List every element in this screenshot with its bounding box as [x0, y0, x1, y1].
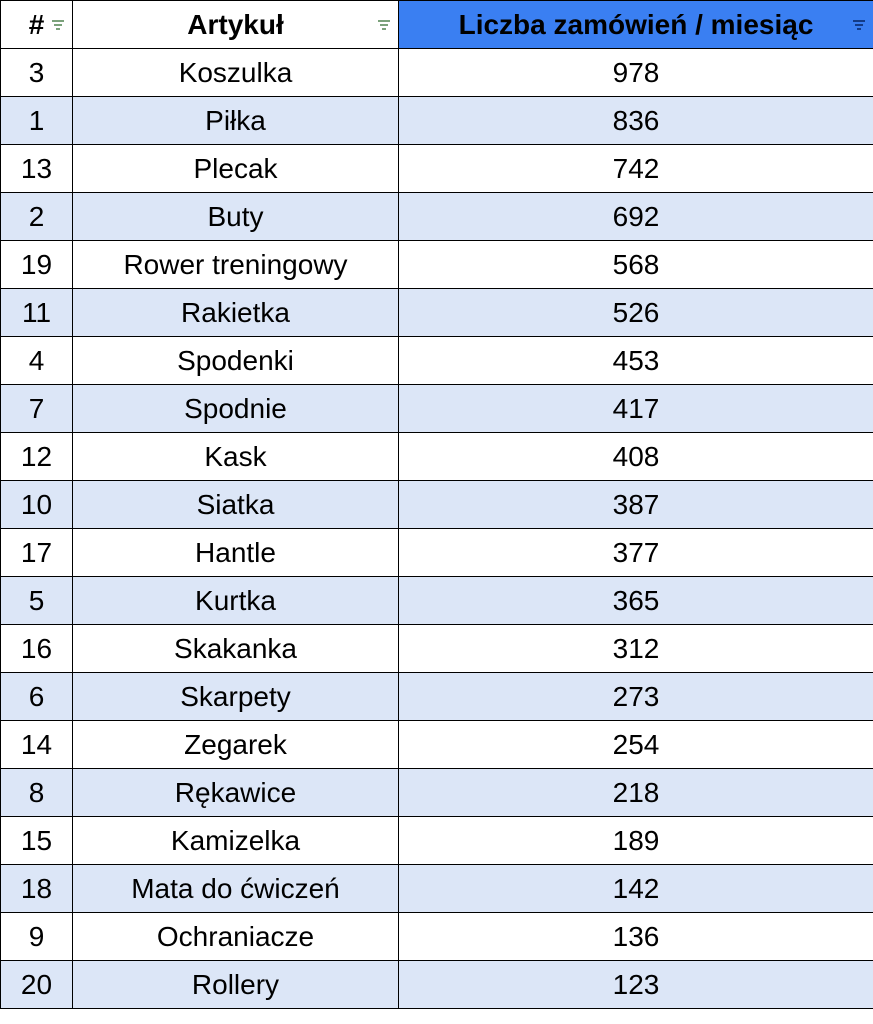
cell-artykul[interactable]: Siatka	[73, 481, 399, 529]
cell-num[interactable]: 13	[1, 145, 73, 193]
table-row[interactable]: 2Buty692	[1, 193, 873, 241]
cell-num[interactable]: 1	[1, 97, 73, 145]
cell-liczba[interactable]: 218	[399, 769, 873, 817]
cell-liczba[interactable]: 312	[399, 625, 873, 673]
cell-num[interactable]: 19	[1, 241, 73, 289]
table-row[interactable]: 12Kask408	[1, 433, 873, 481]
cell-liczba[interactable]: 273	[399, 673, 873, 721]
cell-artykul[interactable]: Rakietka	[73, 289, 399, 337]
cell-liczba[interactable]: 387	[399, 481, 873, 529]
cell-liczba[interactable]: 123	[399, 961, 873, 1009]
cell-num[interactable]: 20	[1, 961, 73, 1009]
filter-icon[interactable]	[50, 17, 66, 33]
table-header-row: # Artykuł Liczba zamówień / miesiąc	[1, 1, 873, 49]
column-header-num[interactable]: #	[1, 1, 73, 49]
table-row[interactable]: 7Spodnie417	[1, 385, 873, 433]
column-header-label: Artykuł	[187, 9, 283, 40]
cell-liczba[interactable]: 408	[399, 433, 873, 481]
cell-num[interactable]: 15	[1, 817, 73, 865]
table-row[interactable]: 16Skakanka312	[1, 625, 873, 673]
column-header-liczba[interactable]: Liczba zamówień / miesiąc	[399, 1, 873, 49]
cell-liczba[interactable]: 526	[399, 289, 873, 337]
cell-artykul[interactable]: Skarpety	[73, 673, 399, 721]
cell-num[interactable]: 2	[1, 193, 73, 241]
cell-artykul[interactable]: Koszulka	[73, 49, 399, 97]
cell-artykul[interactable]: Rower treningowy	[73, 241, 399, 289]
cell-num[interactable]: 4	[1, 337, 73, 385]
cell-artykul[interactable]: Ochraniacze	[73, 913, 399, 961]
cell-liczba[interactable]: 692	[399, 193, 873, 241]
cell-num[interactable]: 8	[1, 769, 73, 817]
cell-liczba[interactable]: 417	[399, 385, 873, 433]
cell-liczba[interactable]: 365	[399, 577, 873, 625]
filter-icon[interactable]	[851, 17, 867, 33]
cell-liczba[interactable]: 836	[399, 97, 873, 145]
cell-artykul[interactable]: Zegarek	[73, 721, 399, 769]
cell-liczba[interactable]: 136	[399, 913, 873, 961]
cell-num[interactable]: 5	[1, 577, 73, 625]
cell-num[interactable]: 10	[1, 481, 73, 529]
table-row[interactable]: 18Mata do ćwiczeń142	[1, 865, 873, 913]
cell-artykul[interactable]: Hantle	[73, 529, 399, 577]
cell-liczba[interactable]: 742	[399, 145, 873, 193]
table-row[interactable]: 6Skarpety273	[1, 673, 873, 721]
cell-liczba[interactable]: 142	[399, 865, 873, 913]
cell-artykul[interactable]: Spodnie	[73, 385, 399, 433]
table-row[interactable]: 14Zegarek254	[1, 721, 873, 769]
table-row[interactable]: 9Ochraniacze136	[1, 913, 873, 961]
cell-num[interactable]: 12	[1, 433, 73, 481]
cell-artykul[interactable]: Rollery	[73, 961, 399, 1009]
cell-liczba[interactable]: 189	[399, 817, 873, 865]
cell-num[interactable]: 7	[1, 385, 73, 433]
table-row[interactable]: 17Hantle377	[1, 529, 873, 577]
filter-icon[interactable]	[376, 17, 392, 33]
cell-num[interactable]: 14	[1, 721, 73, 769]
cell-artykul[interactable]: Buty	[73, 193, 399, 241]
column-header-label: Liczba zamówień / miesiąc	[459, 9, 814, 40]
table-row[interactable]: 15Kamizelka189	[1, 817, 873, 865]
cell-artykul[interactable]: Mata do ćwiczeń	[73, 865, 399, 913]
column-header-artykul[interactable]: Artykuł	[73, 1, 399, 49]
cell-liczba[interactable]: 568	[399, 241, 873, 289]
cell-num[interactable]: 11	[1, 289, 73, 337]
table-row[interactable]: 4Spodenki453	[1, 337, 873, 385]
cell-num[interactable]: 18	[1, 865, 73, 913]
cell-num[interactable]: 6	[1, 673, 73, 721]
table-row[interactable]: 5Kurtka365	[1, 577, 873, 625]
cell-num[interactable]: 3	[1, 49, 73, 97]
cell-liczba[interactable]: 254	[399, 721, 873, 769]
table-row[interactable]: 1Piłka836	[1, 97, 873, 145]
table-row[interactable]: 10Siatka387	[1, 481, 873, 529]
cell-artykul[interactable]: Piłka	[73, 97, 399, 145]
cell-num[interactable]: 16	[1, 625, 73, 673]
table-row[interactable]: 13Plecak742	[1, 145, 873, 193]
column-header-label: #	[29, 9, 45, 40]
table-row[interactable]: 3Koszulka978	[1, 49, 873, 97]
cell-liczba[interactable]: 978	[399, 49, 873, 97]
cell-num[interactable]: 9	[1, 913, 73, 961]
cell-liczba[interactable]: 377	[399, 529, 873, 577]
cell-artykul[interactable]: Rękawice	[73, 769, 399, 817]
cell-artykul[interactable]: Skakanka	[73, 625, 399, 673]
data-table: # Artykuł Liczba zamówień / miesiąc 3Kos…	[0, 0, 873, 1009]
cell-artykul[interactable]: Kamizelka	[73, 817, 399, 865]
cell-artykul[interactable]: Plecak	[73, 145, 399, 193]
table-row[interactable]: 20Rollery123	[1, 961, 873, 1009]
table-row[interactable]: 8Rękawice218	[1, 769, 873, 817]
cell-artykul[interactable]: Kurtka	[73, 577, 399, 625]
cell-liczba[interactable]: 453	[399, 337, 873, 385]
cell-artykul[interactable]: Spodenki	[73, 337, 399, 385]
cell-artykul[interactable]: Kask	[73, 433, 399, 481]
cell-num[interactable]: 17	[1, 529, 73, 577]
table-row[interactable]: 19Rower treningowy568	[1, 241, 873, 289]
table-row[interactable]: 11Rakietka526	[1, 289, 873, 337]
